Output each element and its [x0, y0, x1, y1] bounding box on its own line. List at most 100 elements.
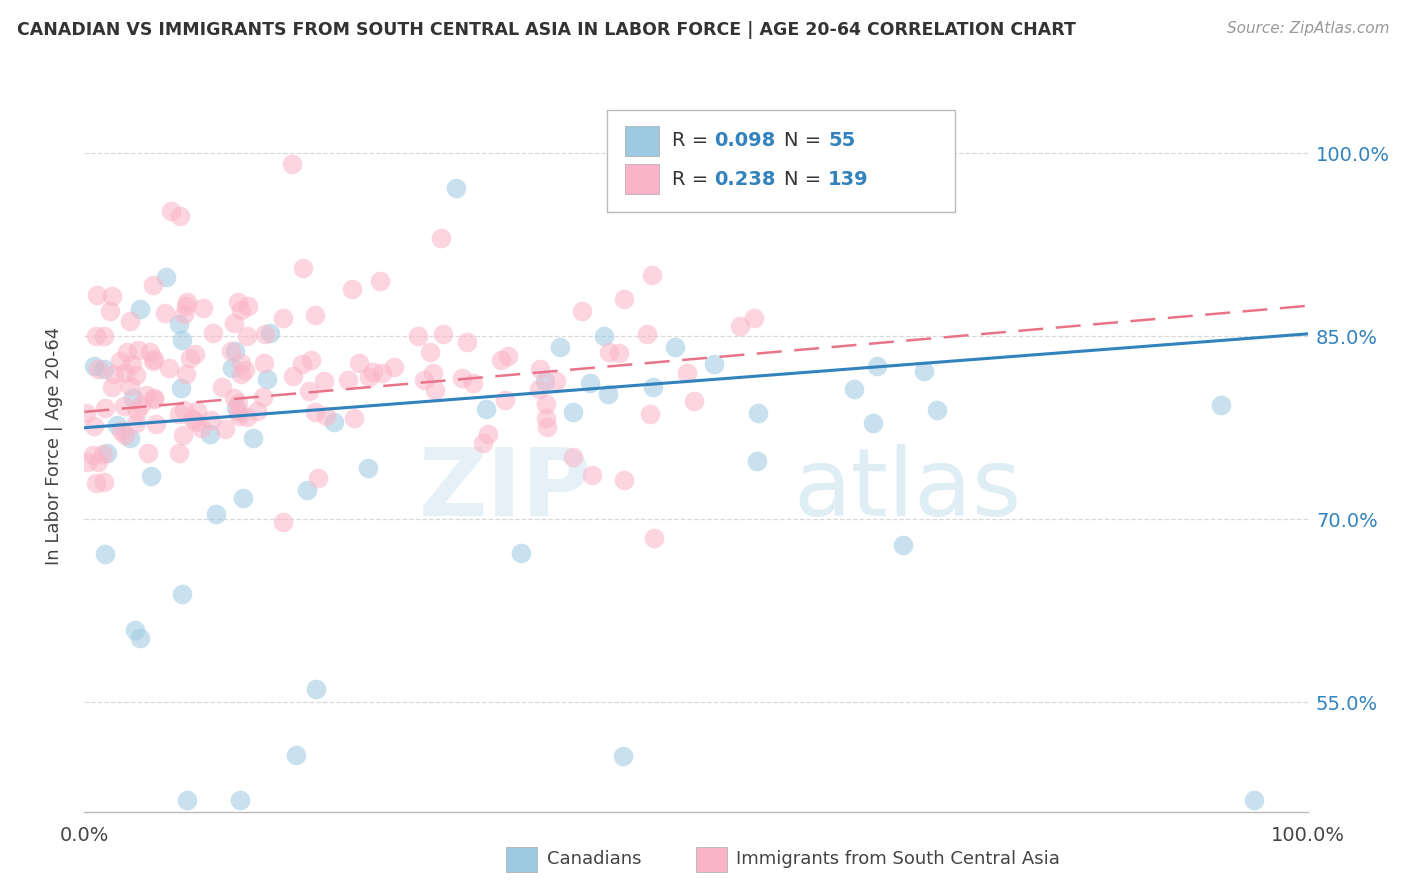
Point — [509, 547, 531, 561]
Point — [127, 404, 149, 418]
Point — [125, 416, 148, 430]
Point — [75, 406, 97, 420]
Point — [641, 380, 664, 394]
Point — [87, 455, 110, 469]
Point — [536, 397, 558, 411]
Point — [214, 421, 236, 435]
Point — [173, 402, 195, 417]
Point — [419, 345, 441, 359]
FancyBboxPatch shape — [606, 110, 955, 212]
Point — [200, 413, 222, 427]
Point — [93, 475, 115, 489]
Point — [94, 547, 117, 561]
Point — [292, 260, 315, 275]
Point — [228, 295, 250, 310]
Point — [83, 418, 105, 433]
Point — [121, 357, 143, 371]
Point — [561, 405, 583, 419]
Point — [641, 268, 664, 282]
Point — [114, 366, 136, 380]
Point — [728, 318, 751, 333]
Point — [613, 293, 636, 307]
Point — [638, 407, 661, 421]
Point — [84, 328, 107, 343]
Point — [285, 747, 308, 762]
Point — [844, 382, 866, 396]
Point — [281, 369, 304, 384]
Point — [613, 473, 636, 487]
Point — [231, 367, 253, 381]
Point — [253, 327, 276, 342]
Point — [143, 352, 166, 367]
Point — [246, 404, 269, 418]
Point — [105, 418, 128, 433]
Bar — [626, 126, 659, 156]
Point — [912, 364, 935, 378]
Point — [456, 334, 478, 349]
Point — [222, 391, 245, 405]
Point — [96, 446, 118, 460]
Point — [1209, 398, 1232, 412]
Point — [446, 180, 468, 194]
Point — [291, 357, 314, 371]
Point — [233, 362, 256, 376]
Point — [98, 304, 121, 318]
Point — [121, 391, 143, 405]
Point — [273, 311, 295, 326]
Text: Canadians: Canadians — [547, 850, 641, 868]
Point — [186, 415, 208, 429]
Point — [129, 301, 152, 316]
Point — [173, 307, 195, 321]
Point — [664, 340, 686, 354]
Point — [157, 360, 180, 375]
Point — [76, 455, 98, 469]
Bar — [696, 847, 727, 872]
Point — [423, 383, 446, 397]
Point — [337, 373, 360, 387]
Point — [578, 376, 600, 390]
Point — [167, 446, 190, 460]
Point — [259, 326, 281, 341]
Point — [186, 404, 208, 418]
Point — [581, 467, 603, 482]
Point — [155, 306, 177, 320]
Point — [430, 230, 453, 244]
Point — [139, 469, 162, 483]
Point — [463, 376, 485, 391]
Point — [114, 428, 136, 442]
Point — [253, 356, 276, 370]
Point — [593, 328, 616, 343]
Point — [142, 354, 165, 368]
Point — [221, 361, 243, 376]
Point — [546, 374, 568, 388]
Y-axis label: In Labor Force | Age 20-64: In Labor Force | Age 20-64 — [45, 326, 63, 566]
Point — [612, 749, 634, 764]
Point — [228, 409, 250, 423]
Point — [304, 308, 326, 322]
Point — [127, 343, 149, 357]
Point — [548, 340, 571, 354]
Point — [703, 357, 725, 371]
Point — [494, 392, 516, 407]
Point — [343, 411, 366, 425]
Point — [242, 431, 264, 445]
Point — [675, 366, 697, 380]
Point — [534, 374, 557, 388]
Point — [299, 353, 322, 368]
Point — [94, 401, 117, 415]
Bar — [626, 163, 659, 194]
Point — [103, 367, 125, 381]
Point — [636, 326, 658, 341]
Point — [451, 371, 474, 385]
Point — [643, 532, 665, 546]
Point — [382, 359, 405, 374]
Point — [167, 317, 190, 331]
Point — [225, 401, 247, 416]
Point — [607, 346, 630, 360]
Point — [682, 393, 704, 408]
Point — [747, 406, 769, 420]
Point — [527, 382, 550, 396]
Point — [925, 402, 948, 417]
Point — [142, 391, 165, 405]
Point — [112, 399, 135, 413]
